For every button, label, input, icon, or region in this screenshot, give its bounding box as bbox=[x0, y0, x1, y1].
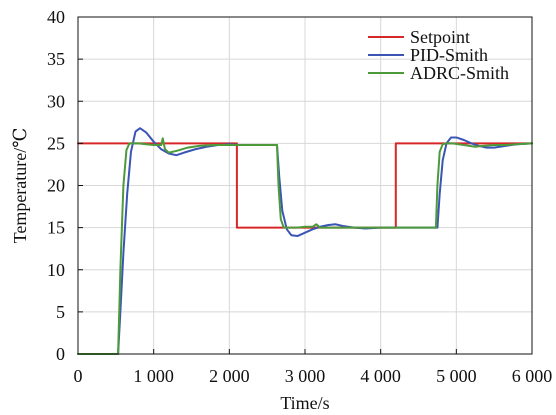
x-tick-label: 2 000 bbox=[209, 366, 250, 386]
x-tick-label: 1 000 bbox=[133, 366, 174, 386]
y-tick-label: 25 bbox=[47, 133, 65, 153]
y-tick-label: 20 bbox=[47, 176, 65, 196]
legend-label-adrc-smith: ADRC-Smith bbox=[410, 63, 509, 83]
y-tick-label: 10 bbox=[47, 260, 65, 280]
x-tick-label: 6 000 bbox=[512, 366, 553, 386]
y-tick-label: 30 bbox=[47, 91, 65, 111]
y-tick-label: 0 bbox=[56, 344, 65, 364]
pid-smith-series-line bbox=[77, 127, 533, 355]
y-tick-label: 35 bbox=[47, 49, 65, 69]
y-tick-label: 15 bbox=[47, 218, 65, 238]
tick-layer: 0 1 000 2 000 3 000 4 000 5 000 6 000 0 5 10 15 20 2… bbox=[47, 7, 552, 386]
x-tick-label: 4 000 bbox=[360, 366, 401, 386]
y-tick-label: 5 bbox=[56, 302, 65, 322]
legend-label-setpoint: Setpoint bbox=[410, 27, 470, 47]
x-axis-title: Time/s bbox=[280, 393, 329, 413]
x-tick-label: 5 000 bbox=[436, 366, 477, 386]
legend-label-pid-smith: PID-Smith bbox=[410, 45, 488, 65]
y-tick-label: 40 bbox=[47, 7, 65, 27]
series-layer bbox=[77, 127, 533, 355]
x-tick-label: 3 000 bbox=[285, 366, 326, 386]
adrc-smith-series-line bbox=[77, 137, 533, 355]
x-tick-label: 0 bbox=[74, 366, 83, 386]
y-axis-title: Temperature/℃ bbox=[10, 128, 30, 244]
